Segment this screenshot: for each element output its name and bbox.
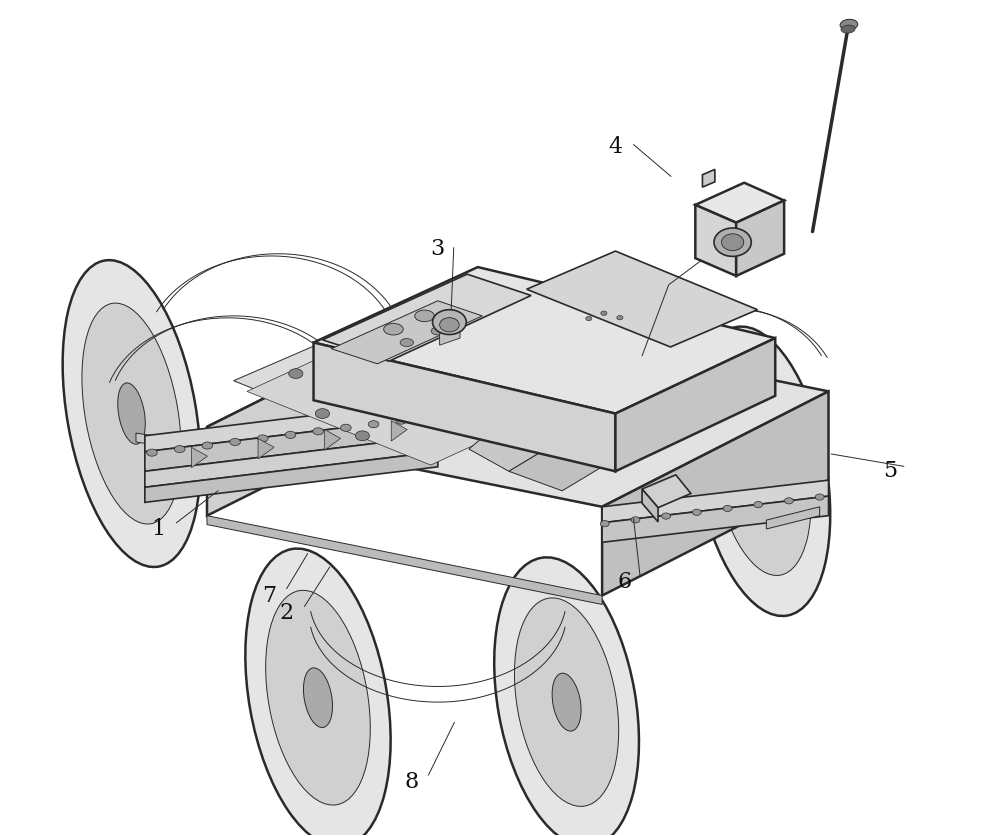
Ellipse shape xyxy=(713,367,811,575)
Ellipse shape xyxy=(841,25,855,33)
Ellipse shape xyxy=(424,414,434,421)
Polygon shape xyxy=(695,183,784,222)
Ellipse shape xyxy=(514,598,619,807)
Polygon shape xyxy=(247,324,575,465)
Ellipse shape xyxy=(662,513,671,519)
Ellipse shape xyxy=(245,548,391,836)
Polygon shape xyxy=(602,480,829,522)
Ellipse shape xyxy=(415,310,434,322)
Ellipse shape xyxy=(118,383,145,444)
Ellipse shape xyxy=(202,442,213,449)
Polygon shape xyxy=(736,201,784,276)
Polygon shape xyxy=(207,312,438,516)
Text: 6: 6 xyxy=(617,571,631,594)
Ellipse shape xyxy=(396,417,407,424)
Ellipse shape xyxy=(285,431,296,438)
Text: 1: 1 xyxy=(151,518,165,540)
Ellipse shape xyxy=(289,369,303,379)
Polygon shape xyxy=(642,475,691,507)
Ellipse shape xyxy=(303,668,333,727)
Polygon shape xyxy=(314,267,775,414)
Polygon shape xyxy=(642,489,658,522)
Ellipse shape xyxy=(433,309,466,334)
Ellipse shape xyxy=(341,424,351,431)
Ellipse shape xyxy=(631,517,640,523)
Polygon shape xyxy=(615,338,775,472)
Polygon shape xyxy=(509,445,607,491)
Ellipse shape xyxy=(230,438,240,446)
Text: 7: 7 xyxy=(262,584,276,607)
Ellipse shape xyxy=(440,318,459,332)
Ellipse shape xyxy=(694,327,830,616)
Polygon shape xyxy=(314,343,615,472)
Ellipse shape xyxy=(815,494,824,500)
Ellipse shape xyxy=(617,315,623,320)
Polygon shape xyxy=(145,416,438,472)
Ellipse shape xyxy=(400,339,413,347)
Ellipse shape xyxy=(313,428,323,435)
Ellipse shape xyxy=(431,327,445,335)
Text: 5: 5 xyxy=(884,461,898,482)
Ellipse shape xyxy=(174,446,185,452)
Ellipse shape xyxy=(748,442,776,500)
Polygon shape xyxy=(702,170,715,187)
Ellipse shape xyxy=(840,19,858,30)
Polygon shape xyxy=(191,447,207,467)
Ellipse shape xyxy=(723,505,732,512)
Ellipse shape xyxy=(785,497,793,504)
Ellipse shape xyxy=(315,409,330,419)
Polygon shape xyxy=(207,312,829,507)
Polygon shape xyxy=(207,516,602,604)
Ellipse shape xyxy=(369,359,383,370)
Polygon shape xyxy=(145,436,438,487)
Ellipse shape xyxy=(552,673,581,731)
Ellipse shape xyxy=(257,435,268,442)
Ellipse shape xyxy=(82,303,181,524)
Polygon shape xyxy=(145,400,438,451)
Ellipse shape xyxy=(692,509,701,515)
Ellipse shape xyxy=(368,421,379,428)
Ellipse shape xyxy=(586,316,592,321)
Polygon shape xyxy=(766,507,820,529)
Ellipse shape xyxy=(754,502,763,507)
Polygon shape xyxy=(602,496,829,543)
Polygon shape xyxy=(136,433,211,453)
Polygon shape xyxy=(440,327,460,345)
Polygon shape xyxy=(258,438,274,459)
Ellipse shape xyxy=(147,449,157,456)
Text: 8: 8 xyxy=(404,771,418,793)
Text: 3: 3 xyxy=(431,238,445,260)
Ellipse shape xyxy=(446,316,465,328)
Text: 2: 2 xyxy=(280,602,294,624)
Polygon shape xyxy=(391,421,407,441)
Polygon shape xyxy=(145,451,438,502)
Polygon shape xyxy=(234,309,589,458)
Ellipse shape xyxy=(266,590,370,805)
Ellipse shape xyxy=(333,391,347,400)
Ellipse shape xyxy=(714,228,751,257)
Ellipse shape xyxy=(601,311,607,315)
Polygon shape xyxy=(322,274,531,361)
Ellipse shape xyxy=(63,260,200,567)
Ellipse shape xyxy=(722,234,744,251)
Polygon shape xyxy=(469,422,553,472)
Ellipse shape xyxy=(494,558,639,836)
Ellipse shape xyxy=(600,521,609,527)
Ellipse shape xyxy=(355,431,369,441)
Polygon shape xyxy=(325,430,341,450)
Polygon shape xyxy=(695,205,736,276)
Polygon shape xyxy=(331,301,482,364)
Text: 4: 4 xyxy=(608,136,622,158)
Ellipse shape xyxy=(384,324,403,335)
Polygon shape xyxy=(602,391,829,595)
Polygon shape xyxy=(527,251,757,347)
